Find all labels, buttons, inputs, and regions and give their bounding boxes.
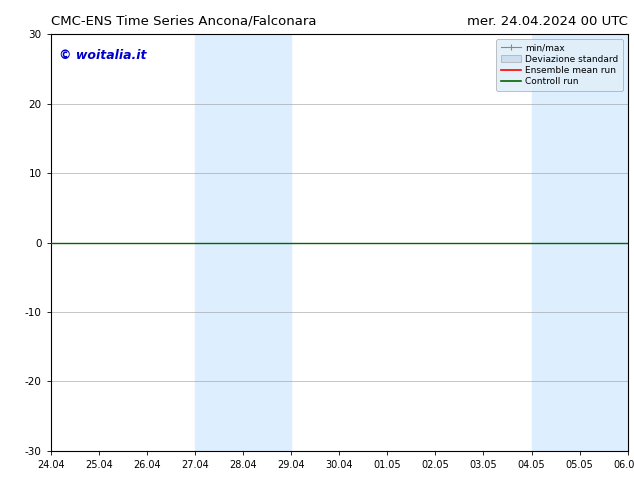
Bar — [195, 34, 291, 451]
Text: © woitalia.it: © woitalia.it — [60, 49, 147, 62]
Legend: min/max, Deviazione standard, Ensemble mean run, Controll run: min/max, Deviazione standard, Ensemble m… — [496, 39, 623, 91]
Text: CMC-ENS Time Series Ancona/Falconara: CMC-ENS Time Series Ancona/Falconara — [51, 15, 316, 28]
Text: mer. 24.04.2024 00 UTC: mer. 24.04.2024 00 UTC — [467, 15, 628, 28]
Bar — [531, 34, 628, 451]
